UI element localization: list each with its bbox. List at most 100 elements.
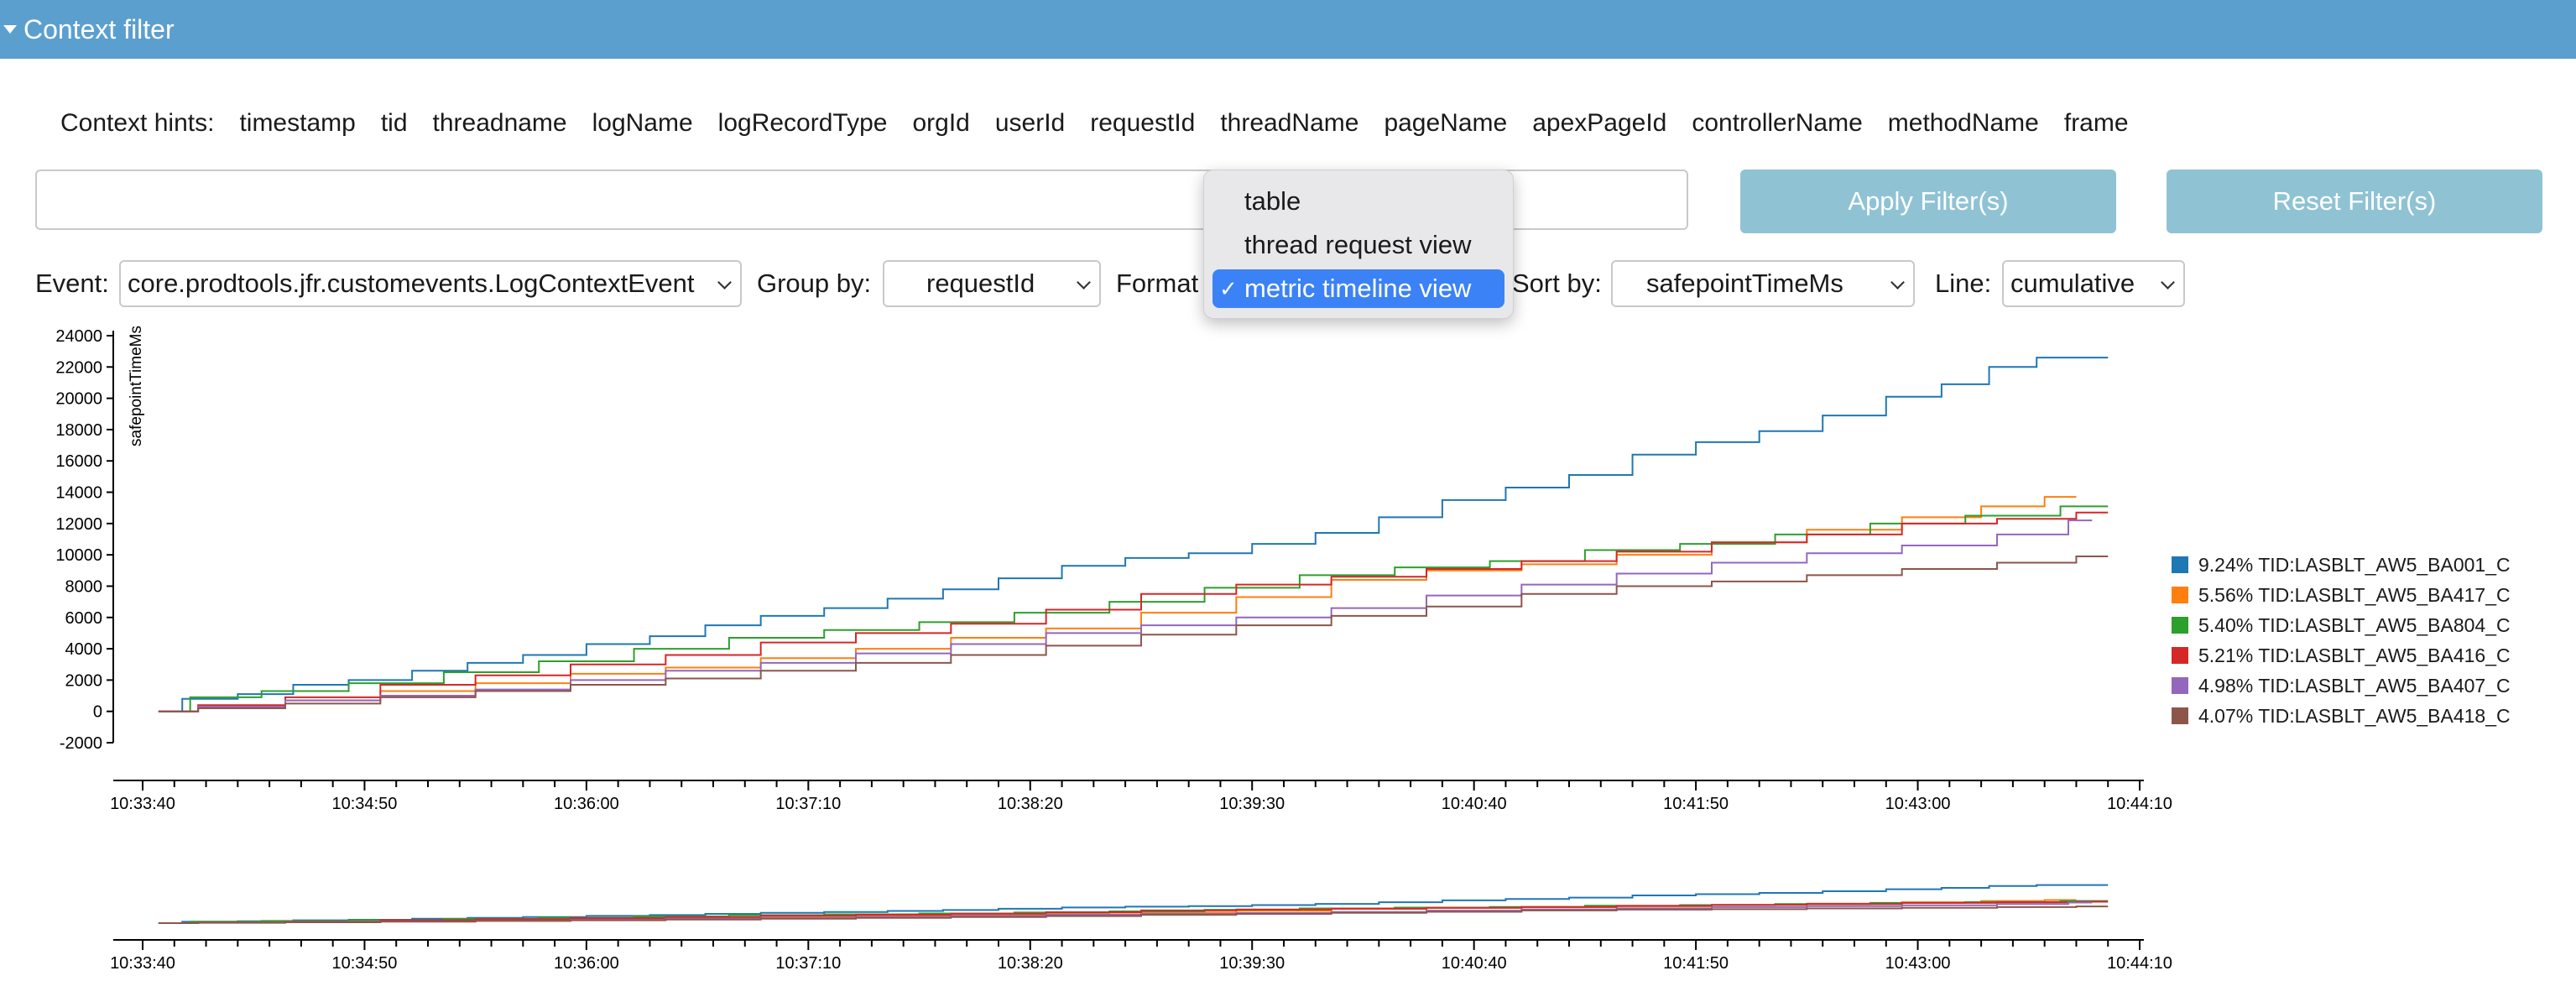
hint-logrecordtype[interactable]: logRecordType (717, 109, 888, 137)
series-line (158, 496, 2077, 712)
format-label: Format (1116, 269, 1199, 298)
y-tick-label: 22000 (55, 358, 102, 377)
legend-item[interactable]: 5.40% TID:LASBLT_AW5_BA804_C (2172, 610, 2511, 640)
sort-by-select[interactable]: safepointTimeMs (1611, 260, 1915, 307)
legend-item[interactable]: 4.07% TID:LASBLT_AW5_BA418_C (2172, 701, 2511, 731)
line-label: Line: (1935, 269, 1992, 298)
chevron-down-icon (2161, 275, 2175, 290)
chart-legend: 9.24% TID:LASBLT_AW5_BA001_C 5.56% TID:LA… (2172, 550, 2511, 731)
chevron-down-icon (1890, 275, 1905, 290)
legend-item[interactable]: 5.21% TID:LASBLT_AW5_BA416_C (2172, 640, 2511, 671)
event-select-value: core.prodtools.jfr.customevents.LogConte… (128, 269, 695, 298)
y-axis-label: safepointTimeMs (128, 326, 145, 446)
y-tick-label: 2000 (65, 671, 103, 690)
format-option-label: table (1244, 186, 1301, 216)
y-tick-label: 18000 (55, 421, 102, 440)
legend-swatch (2172, 647, 2188, 664)
context-hints: Context hints: timestamp tid threadname … (60, 109, 2154, 138)
legend-label: 5.40% TID:LASBLT_AW5_BA804_C (2198, 613, 2511, 636)
context-hints-label: Context hints: (60, 109, 215, 137)
format-option-table[interactable]: table (1212, 182, 1504, 221)
legend-item[interactable]: 5.56% TID:LASBLT_AW5_BA417_C (2172, 580, 2511, 610)
legend-label: 9.24% TID:LASBLT_AW5_BA001_C (2198, 553, 2511, 576)
overview-x-tick-label: 10:37:10 (775, 954, 841, 973)
hint-threadname[interactable]: threadname (432, 109, 567, 137)
hint-requestid[interactable]: requestId (1090, 109, 1196, 137)
legend-item[interactable]: 9.24% TID:LASBLT_AW5_BA001_C (2172, 550, 2511, 580)
series-line (158, 505, 2109, 712)
overview-x-tick-label: 10:40:40 (1442, 954, 1507, 973)
hint-timestamp[interactable]: timestamp (239, 109, 356, 137)
x-tick-label: 10:41:50 (1663, 795, 1729, 813)
legend-swatch (2172, 617, 2188, 634)
series-line (158, 511, 2109, 712)
overview-x-tick-label: 10:43:00 (1885, 954, 1951, 973)
event-label: Event: (35, 269, 109, 298)
line-select[interactable]: cumulative (2002, 260, 2185, 307)
overview-brush-chart[interactable]: 10:33:40 10:34:50 10:36:00 10:37:10 10:38:20… (0, 822, 2182, 990)
format-option-metric-timeline-view[interactable]: ✓ metric timeline view (1212, 269, 1504, 308)
overview-x-tick-label: 10:38:20 (998, 954, 1063, 973)
x-tick-label: 10:40:40 (1442, 795, 1507, 813)
overview-x-tick-label: 10:33:40 (110, 954, 175, 973)
format-option-label: thread request view (1244, 230, 1472, 259)
overview-x-tick-label: 10:36:00 (554, 954, 619, 973)
y-tick-label: 14000 (55, 484, 102, 503)
legend-swatch (2172, 556, 2188, 573)
chevron-down-icon (1077, 275, 1091, 290)
group-by-select[interactable]: requestId (883, 260, 1101, 307)
y-tick-label: 10000 (55, 546, 102, 565)
format-option-thread-request-view[interactable]: thread request view (1212, 226, 1504, 264)
line-select-value: cumulative (2010, 269, 2135, 298)
event-select[interactable]: core.prodtools.jfr.customevents.LogConte… (119, 260, 742, 307)
x-tick-label: 10:38:20 (998, 795, 1063, 813)
legend-label: 4.07% TID:LASBLT_AW5_BA418_C (2198, 704, 2511, 727)
hint-threadName[interactable]: threadName (1220, 109, 1359, 137)
caret-down-icon[interactable] (3, 25, 17, 34)
legend-label: 4.98% TID:LASBLT_AW5_BA407_C (2198, 674, 2511, 697)
header-title: Context filter (23, 14, 175, 44)
overview-x-tick-label: 10:44:10 (2107, 954, 2172, 973)
sort-by-select-value: safepointTimeMs (1646, 269, 1843, 298)
legend-item[interactable]: 4.98% TID:LASBLT_AW5_BA407_C (2172, 671, 2511, 701)
apply-filter-button[interactable]: Apply Filter(s) (1740, 170, 2116, 233)
hint-frame[interactable]: frame (2063, 109, 2129, 137)
overview-x-tick-label: 10:39:30 (1219, 954, 1285, 973)
chevron-down-icon (717, 275, 732, 290)
hint-orgid[interactable]: orgId (912, 109, 970, 137)
legend-swatch (2172, 707, 2188, 724)
hint-logname[interactable]: logName (592, 109, 693, 137)
series-line (158, 556, 2109, 712)
overview-x-tick-label: 10:41:50 (1663, 954, 1729, 973)
context-filter-header[interactable]: Context filter (0, 0, 2576, 59)
group-by-select-value: requestId (926, 269, 1035, 298)
hint-apexpageid[interactable]: apexPageId (1532, 109, 1667, 137)
format-dropdown-menu: table thread request view ✓ metric timel… (1203, 170, 1514, 319)
x-tick-label: 10:37:10 (775, 795, 841, 813)
y-tick-label: 0 (93, 703, 102, 722)
x-tick-label: 10:34:50 (332, 795, 398, 813)
hint-userid[interactable]: userId (994, 109, 1066, 137)
hint-methodname[interactable]: methodName (1887, 109, 2039, 137)
overview-series-line (158, 900, 2109, 924)
reset-filter-button[interactable]: Reset Filter(s) (2167, 170, 2542, 233)
y-tick-label: 12000 (55, 515, 102, 534)
y-tick-label: 16000 (55, 452, 102, 471)
x-tick-label: 10:33:40 (110, 795, 175, 813)
x-tick-label: 10:39:30 (1219, 795, 1285, 813)
hint-controllername[interactable]: controllerName (1692, 109, 1863, 137)
hint-tid[interactable]: tid (380, 109, 408, 137)
metric-timeline-chart: -2000 0 2000 4000 6000 8000 10000 12000 14000 160… (55, 326, 2172, 813)
format-option-label: metric timeline view (1244, 274, 1472, 303)
legend-swatch (2172, 587, 2188, 603)
y-tick-label: 4000 (65, 640, 103, 659)
y-tick-label: 24000 (55, 327, 102, 346)
legend-label: 5.21% TID:LASBLT_AW5_BA416_C (2198, 644, 2511, 666)
series-line (158, 357, 2109, 712)
legend-label: 5.56% TID:LASBLT_AW5_BA417_C (2198, 583, 2511, 606)
overview-series-line (158, 905, 2109, 924)
x-tick-label: 10:44:10 (2107, 795, 2172, 813)
hint-pagename[interactable]: pageName (1384, 109, 1508, 137)
legend-swatch (2172, 677, 2188, 694)
group-by-label: Group by: (757, 269, 872, 298)
